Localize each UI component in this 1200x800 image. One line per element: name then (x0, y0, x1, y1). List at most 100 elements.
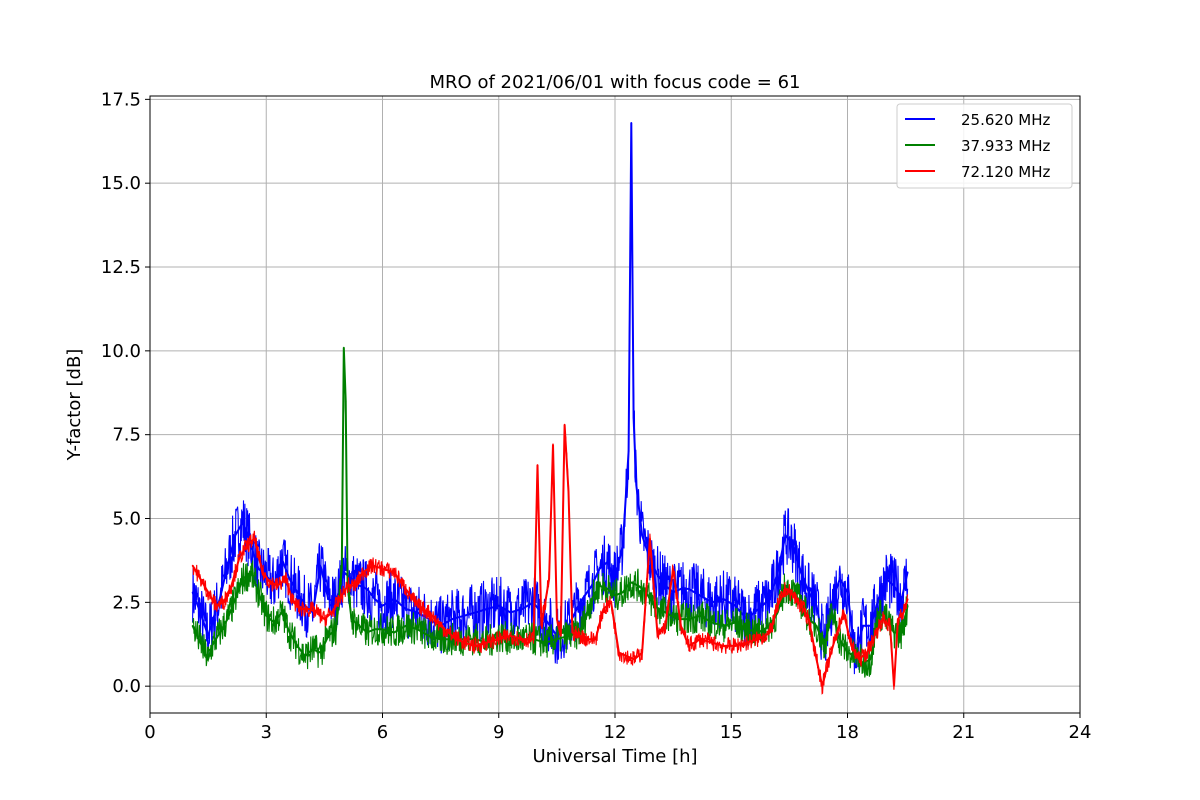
data-point (292, 601, 295, 604)
x-tick-label: 18 (836, 722, 859, 743)
data-point (381, 604, 384, 607)
data-point (341, 568, 343, 570)
data-point (633, 658, 636, 661)
data-point (327, 598, 330, 600)
plot-area (191, 122, 909, 695)
data-point (226, 564, 229, 567)
data-point (664, 584, 667, 587)
data-point (381, 628, 384, 630)
y-axis: 0.0 2.5 5.0 7.5 10.0 12.5 15.0 17.5 (101, 89, 150, 697)
data-point (521, 608, 523, 610)
data-point (234, 598, 237, 600)
data-point (257, 568, 260, 570)
data-point (672, 591, 674, 594)
data-point (393, 571, 395, 573)
data-point (614, 578, 616, 580)
data-point (846, 591, 849, 594)
data-point (536, 464, 539, 466)
data-point (350, 618, 353, 620)
data-point (906, 598, 909, 600)
data-point (897, 618, 899, 620)
data-point (808, 618, 810, 620)
data-point (552, 443, 554, 446)
data-point (498, 638, 500, 640)
data-point (296, 591, 299, 594)
data-point (319, 564, 322, 567)
data-point (416, 628, 419, 630)
data-point (560, 635, 562, 637)
data-point (866, 651, 868, 654)
data-point (199, 611, 202, 614)
data-point (362, 571, 364, 573)
data-point (207, 658, 209, 661)
data-point (827, 661, 829, 664)
x-tick-label: 9 (493, 722, 504, 743)
data-point (381, 568, 384, 570)
data-point (699, 594, 702, 597)
data-point (711, 601, 713, 604)
data-point (769, 598, 771, 600)
data-point (261, 571, 264, 573)
data-point (327, 635, 330, 637)
data-point (191, 564, 194, 567)
data-point (238, 558, 240, 560)
data-point (641, 651, 643, 654)
legend: 25.620 MHz 37.933 MHz 72.120 MHz (896, 103, 1073, 189)
data-point (815, 625, 818, 627)
data-point (606, 561, 609, 563)
data-point (792, 544, 795, 547)
data-point (900, 631, 903, 634)
data-point (451, 618, 454, 620)
data-point (591, 598, 593, 600)
data-point (687, 618, 690, 620)
data-point (873, 635, 876, 637)
y-tick-label: 0.0 (112, 676, 141, 697)
y-tick-label: 2.5 (112, 592, 141, 613)
data-point (594, 638, 597, 640)
x-axis-label: Universal Time [h] (532, 746, 697, 767)
data-point (281, 558, 283, 560)
data-point (199, 641, 202, 644)
data-point (757, 638, 760, 640)
data-point (509, 635, 512, 637)
data-point (199, 578, 202, 580)
data-point (374, 628, 376, 630)
data-point (226, 618, 229, 620)
x-tick-label: 6 (377, 722, 388, 743)
data-point (393, 598, 395, 600)
y-tick-label: 7.5 (112, 425, 141, 446)
data-point (253, 537, 256, 540)
data-point (862, 625, 864, 627)
data-point (800, 571, 802, 573)
data-point (234, 534, 237, 537)
data-point (191, 625, 194, 627)
legend-label: 25.620 MHz (961, 111, 1050, 129)
data-point (664, 625, 667, 627)
data-point (746, 628, 748, 630)
data-point (687, 588, 690, 590)
data-point (563, 423, 566, 426)
data-point (372, 564, 374, 567)
data-point (498, 604, 500, 607)
data-point (284, 578, 287, 580)
data-point (870, 625, 872, 627)
data-point (902, 611, 905, 614)
data-point (323, 618, 326, 620)
data-point (784, 534, 787, 537)
data-point (257, 591, 260, 594)
data-point (207, 591, 209, 594)
data-point (416, 604, 419, 607)
data-point (627, 450, 630, 453)
data-point (509, 611, 512, 614)
data-point (900, 598, 903, 600)
data-point (808, 591, 810, 594)
data-point (544, 618, 547, 620)
data-point (637, 584, 640, 587)
data-point (831, 601, 833, 604)
data-point (474, 645, 477, 647)
data-point (622, 544, 624, 547)
data-point (358, 584, 361, 587)
data-point (451, 635, 454, 637)
data-point (823, 645, 826, 647)
